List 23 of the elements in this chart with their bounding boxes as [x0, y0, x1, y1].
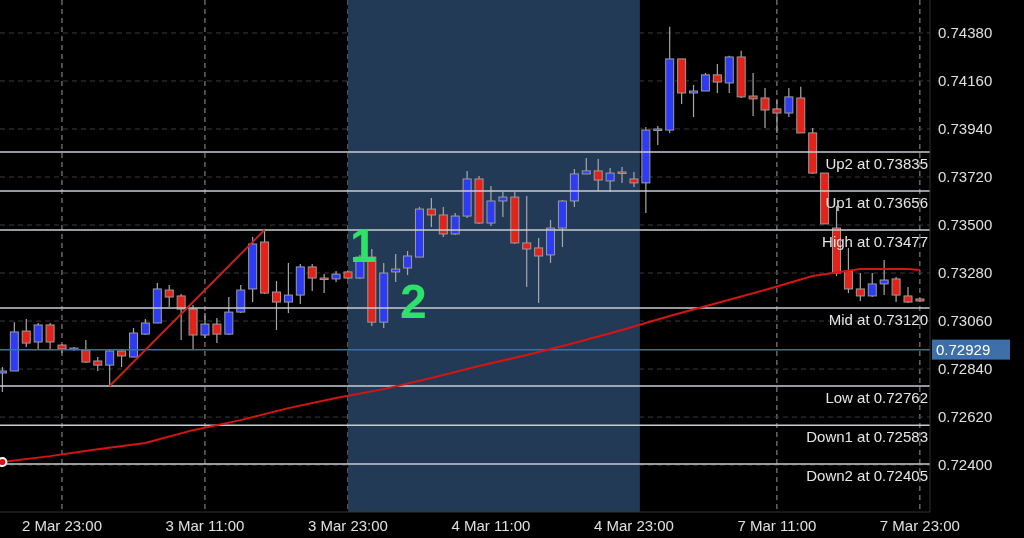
y-tick-label: 0.73720: [938, 168, 993, 186]
y-tick-label: 0.74160: [938, 72, 993, 90]
y-tick-label: 0.72400: [938, 456, 993, 474]
x-tick-label: 7 Mar 23:00: [879, 516, 960, 534]
y-tick-label: 0.72620: [938, 408, 993, 426]
x-tick-label: 4 Mar 23:00: [593, 516, 674, 534]
ref-line-label: Down2 at 0.72405: [806, 466, 928, 484]
ref-line-label: Low at 0.72762: [825, 389, 928, 407]
y-tick-label: 0.73500: [938, 216, 993, 234]
y-tick-label: 0.73060: [938, 312, 993, 330]
x-tick-label: 4 Mar 11:00: [451, 516, 531, 534]
x-tick-label: 2 Mar 23:00: [21, 516, 102, 534]
x-tick-label: 3 Mar 23:00: [307, 516, 388, 534]
y-tick-label: 0.74380: [938, 24, 993, 42]
ref-line-label: Down1 at 0.72583: [806, 428, 928, 446]
x-tick-label: 7 Mar 11:00: [737, 516, 817, 534]
ref-line-label: Up2 at 0.73835: [825, 154, 928, 172]
y-tick-label: 0.72840: [938, 360, 993, 378]
ref-line-label: Mid at 0.73120: [828, 310, 928, 328]
ref-line-label: 0.72929: [936, 340, 991, 358]
x-tick-label: 3 Mar 11:00: [165, 516, 245, 534]
y-tick-label: 0.73940: [938, 120, 993, 138]
y-tick-label: 0.73280: [938, 264, 993, 282]
